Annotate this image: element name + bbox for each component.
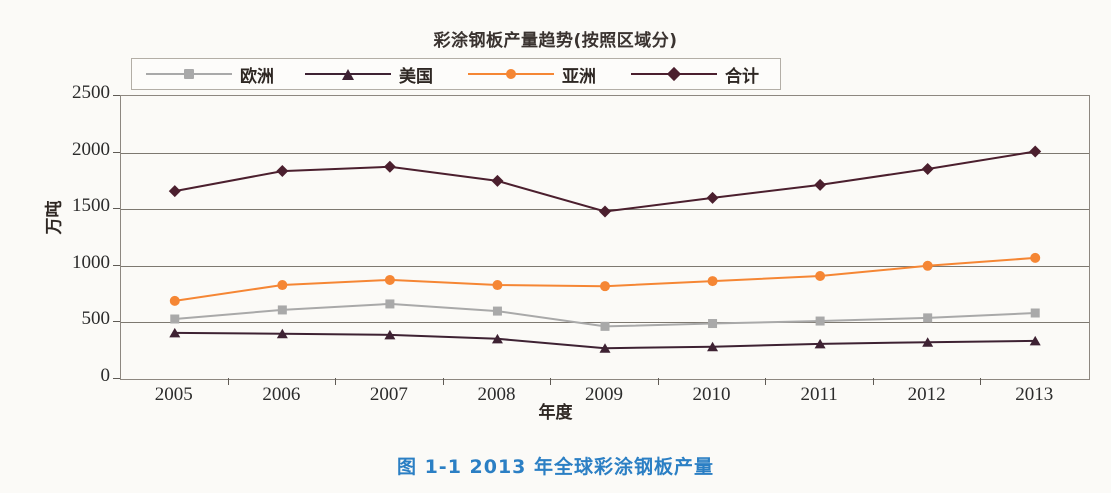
x-tick-mark [335,378,337,385]
data-point-marker[interactable] [707,341,719,352]
legend-swatch-diamond-icon [631,66,718,82]
data-point-marker[interactable] [168,185,181,198]
x-tick-mark [980,378,982,385]
y-tick-mark [113,95,120,96]
data-point-marker[interactable] [921,163,934,176]
y-tick-label: 1500 [72,195,110,217]
legend-label-total: 合计 [725,66,760,87]
data-point-marker[interactable] [169,295,180,306]
figure-caption: 图 1-1 2013 年全球彩涂钢板产量 [396,456,715,478]
chart-title: 彩涂钢板产量趋势(按照区域分) [433,31,678,51]
y-tick-label: 1000 [72,251,110,273]
data-point-marker[interactable] [599,205,611,218]
x-tick-mark [765,378,767,385]
data-point-marker[interactable] [1030,252,1041,263]
data-point-marker[interactable] [491,174,504,187]
data-point-marker[interactable] [707,276,718,287]
gridline [121,152,1089,154]
y-tick-mark [113,378,120,379]
x-tick-label: 2013 [1015,384,1054,405]
data-point-marker[interactable] [1029,145,1042,158]
x-tick-mark [657,378,659,385]
data-point-marker[interactable] [708,319,718,329]
x-tick-label: 2012 [907,384,946,405]
data-point-marker[interactable] [170,314,180,324]
data-point-marker[interactable] [706,191,719,204]
legend-swatch-square-icon [146,67,232,81]
x-tick-mark [442,378,444,385]
plot-area [120,95,1090,380]
data-point-marker[interactable] [384,329,396,340]
x-tick-label: 2006 [262,384,301,405]
y-tick-mark [113,208,120,210]
legend-swatch-triangle-icon [305,67,392,81]
data-point-marker[interactable] [922,337,934,347]
legend-item-asia[interactable]: 亚洲 [468,59,617,89]
legend-swatch-circle-icon [468,67,555,81]
data-point-marker[interactable] [814,338,826,349]
data-point-marker[interactable] [599,343,611,353]
data-point-marker[interactable] [600,321,610,331]
x-tick-mark [227,378,229,385]
y-tick-mark [113,321,120,323]
data-point-marker[interactable] [384,274,395,285]
data-point-marker[interactable] [814,178,827,191]
legend-label-europe: 欧洲 [240,66,274,87]
data-point-marker[interactable] [923,313,933,323]
y-tick-mark [113,151,120,153]
data-point-marker[interactable] [1030,308,1040,318]
data-point-marker[interactable] [385,299,395,309]
data-point-marker[interactable] [277,280,288,291]
y-tick-label: 500 [81,308,111,330]
x-tick-label: 2011 [800,384,838,405]
legend-item-usa[interactable]: 美国 [305,59,454,89]
legend-item-europe[interactable]: 欧洲 [146,59,291,89]
x-tick-label: 2008 [477,384,516,405]
x-tick-label: 2005 [154,384,193,405]
data-point-marker[interactable] [492,306,502,316]
y-tick-mark [113,264,120,266]
data-point-marker[interactable] [815,316,825,326]
data-point-marker[interactable] [277,305,287,315]
data-point-marker[interactable] [491,333,503,344]
x-tick-mark [872,378,874,385]
data-point-marker[interactable] [815,270,826,281]
legend-label-asia: 亚洲 [562,66,597,87]
data-point-marker[interactable] [922,260,933,271]
y-tick-label: 0 [100,365,111,386]
data-point-marker[interactable] [276,165,289,178]
x-tick-label: 2007 [369,384,408,405]
data-point-marker[interactable] [1029,335,1041,346]
legend-label-usa: 美国 [399,66,434,87]
y-tick-label: 2000 [72,138,110,160]
series-lines [168,145,1042,353]
data-point-marker[interactable] [383,160,396,173]
x-axis-title: 年度 [538,403,573,423]
series-line [174,256,1036,302]
y-tick-label: 2500 [72,82,110,103]
data-point-marker[interactable] [276,328,288,339]
chart-legend: 欧洲 美国 亚洲 合计 [131,58,781,90]
x-tick-mark [550,378,552,385]
x-tick-label: 2010 [692,384,731,405]
series-line [174,150,1036,213]
data-point-marker[interactable] [492,280,503,291]
data-point-marker[interactable] [169,327,181,338]
legend-item-total[interactable]: 合计 [631,59,780,89]
x-tick-label: 2009 [585,384,623,405]
gridline [121,265,1089,267]
data-point-marker[interactable] [600,281,610,292]
